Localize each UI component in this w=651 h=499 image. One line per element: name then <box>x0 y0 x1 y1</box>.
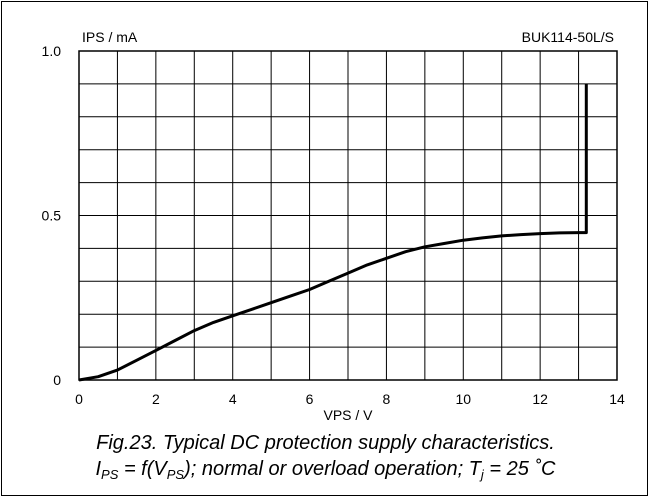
chart: 0 2 4 6 8 10 12 14 0 0.5 1.0 IPS / mA BUK114-50L/S… <box>42 29 625 423</box>
y-tick-label: 1.0 <box>42 43 62 59</box>
caption-sub-ps-2: PS <box>166 467 185 482</box>
caption-eq: = f(V <box>118 458 167 480</box>
caption-sub-j: j <box>480 467 484 482</box>
caption-i: I <box>95 458 102 480</box>
y-tick-label: 0 <box>53 372 61 388</box>
x-tick-label: 6 <box>306 391 314 407</box>
plot-area <box>78 50 618 381</box>
caption-end: = 25 ˚C <box>483 458 556 480</box>
caption-sub-ps-1: PS <box>101 467 119 482</box>
caption-line-1: Fig.23. Typical DC protection supply cha… <box>96 432 555 454</box>
x-tick-label: 2 <box>152 391 160 407</box>
x-tick-label: 10 <box>455 391 471 407</box>
figure-caption: Fig.23. Typical DC protection supply cha… <box>0 430 651 482</box>
grid <box>79 51 617 380</box>
y-axis-label: IPS / mA <box>82 29 138 45</box>
caption-mid: ); normal or overload operation; T <box>184 458 481 480</box>
series-line-ips <box>78 83 588 382</box>
caption-line-2: IPS = f(VPS); normal or overload operati… <box>0 456 651 482</box>
x-tick-label: 8 <box>383 391 391 407</box>
x-tick-label: 14 <box>609 391 625 407</box>
x-axis-label: VPS / V <box>323 407 373 423</box>
chart-title: BUK114-50L/S <box>522 29 614 45</box>
tick-labels: 0 2 4 6 8 10 12 14 0 0.5 1.0 <box>42 43 625 407</box>
x-tick-label: 4 <box>229 391 237 407</box>
x-tick-label: 12 <box>532 391 548 407</box>
y-tick-label: 0.5 <box>42 208 62 224</box>
x-tick-label: 0 <box>75 391 83 407</box>
